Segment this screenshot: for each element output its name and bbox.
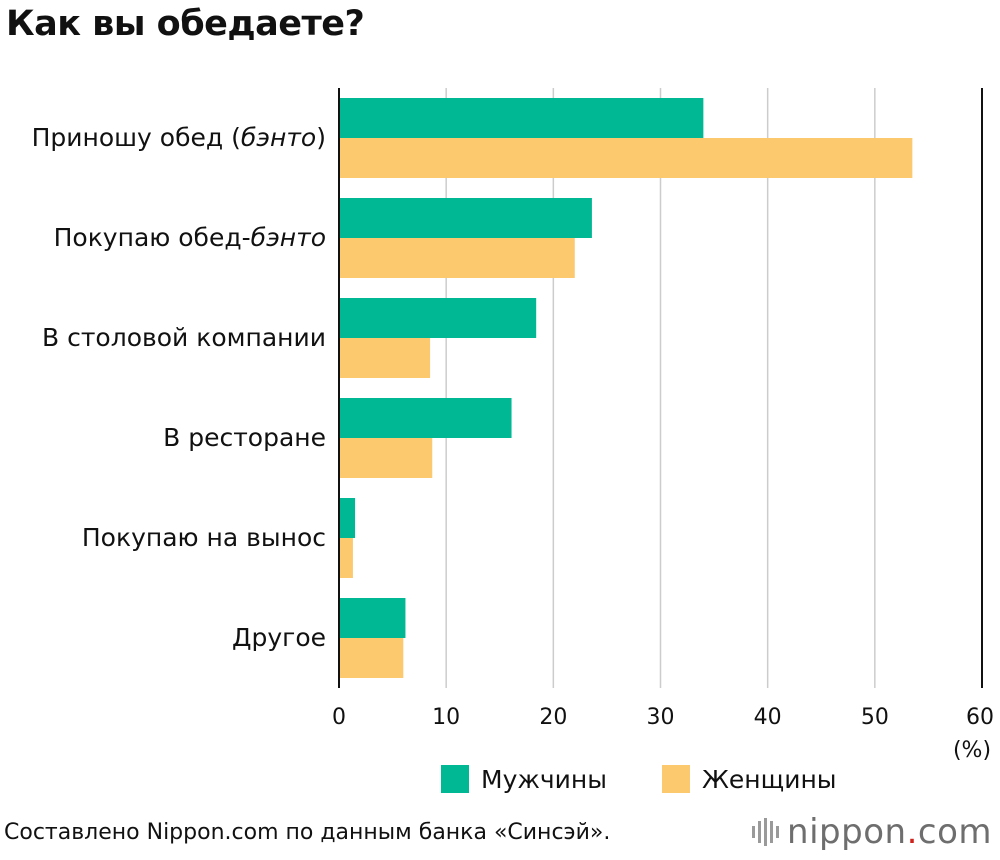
bar-men — [339, 598, 406, 638]
legend-label: Мужчины — [481, 765, 607, 794]
x-tick-label: 30 — [647, 705, 675, 730]
x-tick-label: 20 — [539, 705, 567, 730]
x-tick-label: 60 — [966, 705, 994, 730]
logo-mark-icon — [752, 818, 780, 846]
category-label: Приношу обед (бэнто) — [32, 123, 326, 152]
bar-men — [339, 498, 356, 538]
bar-men — [339, 98, 704, 138]
category-label: Другое — [232, 623, 326, 652]
nippon-logo: nippon.com — [751, 812, 992, 852]
category-label: В столовой компании — [42, 323, 326, 352]
x-tick-label: 10 — [432, 705, 460, 730]
bar-women — [339, 338, 431, 378]
source-note: Составлено Nippon.com по данным банка «С… — [4, 820, 611, 845]
bar-men — [339, 398, 512, 438]
bars — [339, 98, 913, 678]
bar-men — [339, 198, 592, 238]
unit-label: (%) — [953, 738, 991, 763]
bar-men — [339, 298, 537, 338]
bar-women — [339, 638, 404, 678]
legend-label: Женщины — [702, 765, 837, 794]
legend-swatch — [441, 765, 469, 793]
bar-women — [339, 538, 353, 578]
category-label: В ресторане — [163, 423, 326, 452]
legend-swatch — [662, 765, 690, 793]
logo-wordmark: nippon.com — [787, 812, 992, 852]
category-labels: Приношу обед (бэнто) Покупаю обед-бэнто В … — [32, 123, 326, 652]
x-tick-label: 40 — [754, 705, 782, 730]
bar-women — [339, 238, 575, 278]
legend: Мужчины Женщины — [441, 765, 837, 794]
category-label: Покупаю обед-бэнто — [54, 223, 326, 252]
x-tick-label: 0 — [332, 705, 346, 730]
bar-women — [339, 138, 913, 178]
tick-labels: 0 10 20 30 40 50 60 — [332, 705, 994, 730]
x-tick-label: 50 — [861, 705, 889, 730]
bar-women — [339, 438, 433, 478]
chart-title: Как вы обедаете? — [6, 4, 365, 44]
category-label: Покупаю на вынос — [82, 523, 326, 552]
gridlines — [445, 88, 983, 688]
